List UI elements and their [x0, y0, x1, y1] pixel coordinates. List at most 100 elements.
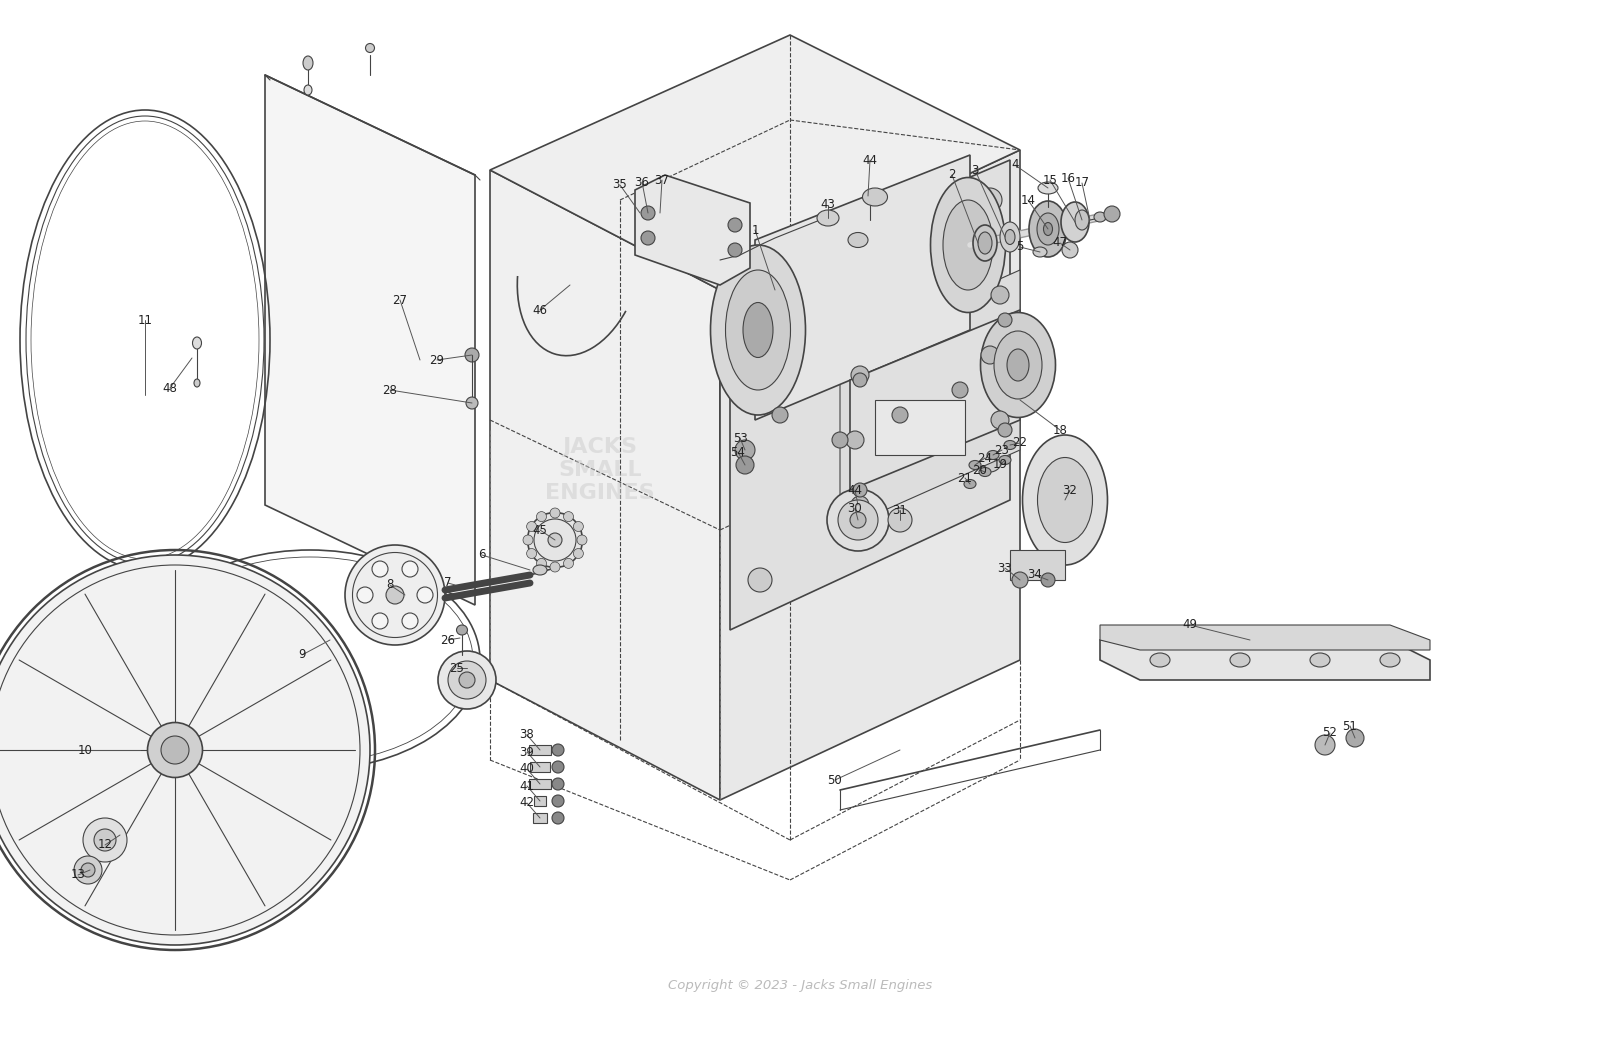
Ellipse shape [710, 245, 805, 415]
Circle shape [83, 818, 126, 862]
Text: 27: 27 [392, 294, 408, 306]
Text: 18: 18 [1053, 424, 1067, 437]
Ellipse shape [402, 613, 418, 629]
Bar [530, 745, 550, 755]
Text: 28: 28 [382, 383, 397, 397]
Ellipse shape [528, 513, 582, 568]
Ellipse shape [1038, 182, 1058, 194]
Text: 7: 7 [445, 576, 451, 590]
Ellipse shape [1061, 202, 1090, 242]
Circle shape [642, 231, 654, 245]
Circle shape [526, 521, 536, 531]
Polygon shape [730, 160, 1010, 630]
Ellipse shape [456, 625, 467, 635]
Text: 10: 10 [77, 743, 93, 757]
Circle shape [728, 218, 742, 233]
Circle shape [526, 548, 536, 558]
Ellipse shape [1022, 435, 1107, 565]
Text: 35: 35 [613, 179, 627, 191]
Ellipse shape [533, 565, 547, 575]
Circle shape [851, 366, 869, 384]
Ellipse shape [304, 85, 312, 95]
Ellipse shape [418, 588, 434, 603]
Circle shape [893, 407, 909, 424]
Ellipse shape [438, 651, 496, 709]
Text: 6: 6 [478, 548, 486, 562]
Text: 21: 21 [957, 471, 973, 485]
Bar [875, 400, 965, 455]
Text: 8: 8 [386, 578, 394, 592]
Text: 42: 42 [520, 796, 534, 810]
Circle shape [94, 829, 115, 851]
Circle shape [573, 521, 584, 531]
Polygon shape [1101, 625, 1430, 650]
Text: 53: 53 [733, 432, 747, 444]
Ellipse shape [827, 489, 890, 551]
Ellipse shape [981, 312, 1056, 417]
Text: 33: 33 [998, 562, 1013, 574]
Ellipse shape [386, 586, 403, 604]
Ellipse shape [1379, 653, 1400, 667]
Ellipse shape [0, 555, 370, 945]
Ellipse shape [1043, 222, 1053, 236]
Polygon shape [720, 151, 1021, 800]
Ellipse shape [979, 467, 990, 476]
Text: 39: 39 [520, 745, 534, 759]
Bar [533, 813, 547, 823]
Ellipse shape [1029, 201, 1067, 257]
Circle shape [851, 496, 869, 514]
Ellipse shape [850, 512, 866, 528]
Circle shape [749, 568, 771, 592]
Circle shape [552, 795, 563, 807]
Circle shape [1042, 573, 1054, 588]
Circle shape [749, 308, 771, 332]
Text: 1: 1 [752, 223, 758, 237]
Ellipse shape [1000, 222, 1021, 252]
Ellipse shape [1150, 653, 1170, 667]
Circle shape [552, 812, 563, 824]
Text: 26: 26 [440, 633, 456, 647]
Text: 34: 34 [1027, 569, 1043, 581]
Circle shape [728, 243, 742, 257]
Text: 47: 47 [1053, 237, 1067, 249]
Polygon shape [490, 170, 720, 800]
Circle shape [771, 407, 787, 424]
Text: 51: 51 [1342, 719, 1357, 733]
Circle shape [550, 562, 560, 572]
Ellipse shape [365, 44, 374, 53]
Polygon shape [266, 75, 475, 605]
Circle shape [1104, 206, 1120, 222]
Bar [534, 796, 546, 805]
Circle shape [573, 548, 584, 558]
Text: 29: 29 [429, 354, 445, 366]
Ellipse shape [1006, 349, 1029, 381]
Text: 31: 31 [893, 503, 907, 517]
Circle shape [832, 432, 848, 448]
Circle shape [981, 346, 998, 364]
Ellipse shape [1230, 653, 1250, 667]
Ellipse shape [994, 331, 1042, 399]
Ellipse shape [818, 210, 838, 226]
Ellipse shape [862, 188, 888, 206]
Ellipse shape [973, 225, 997, 261]
Circle shape [1013, 572, 1027, 588]
Text: 38: 38 [520, 729, 534, 741]
Ellipse shape [1005, 440, 1016, 449]
Circle shape [978, 188, 1002, 212]
Text: 3: 3 [971, 164, 979, 176]
Text: 30: 30 [848, 501, 862, 515]
Circle shape [1062, 242, 1078, 258]
Circle shape [552, 744, 563, 756]
Ellipse shape [1075, 210, 1090, 230]
Text: 52: 52 [1323, 727, 1338, 739]
Ellipse shape [970, 461, 981, 469]
Ellipse shape [1005, 229, 1014, 245]
Ellipse shape [998, 456, 1011, 464]
Text: 32: 32 [1062, 484, 1077, 496]
Ellipse shape [357, 588, 373, 603]
Ellipse shape [346, 545, 445, 645]
Text: 17: 17 [1075, 176, 1090, 190]
Text: JACKS
SMALL
ENGINES: JACKS SMALL ENGINES [546, 437, 654, 503]
Text: 37: 37 [654, 173, 669, 187]
Circle shape [466, 348, 478, 362]
